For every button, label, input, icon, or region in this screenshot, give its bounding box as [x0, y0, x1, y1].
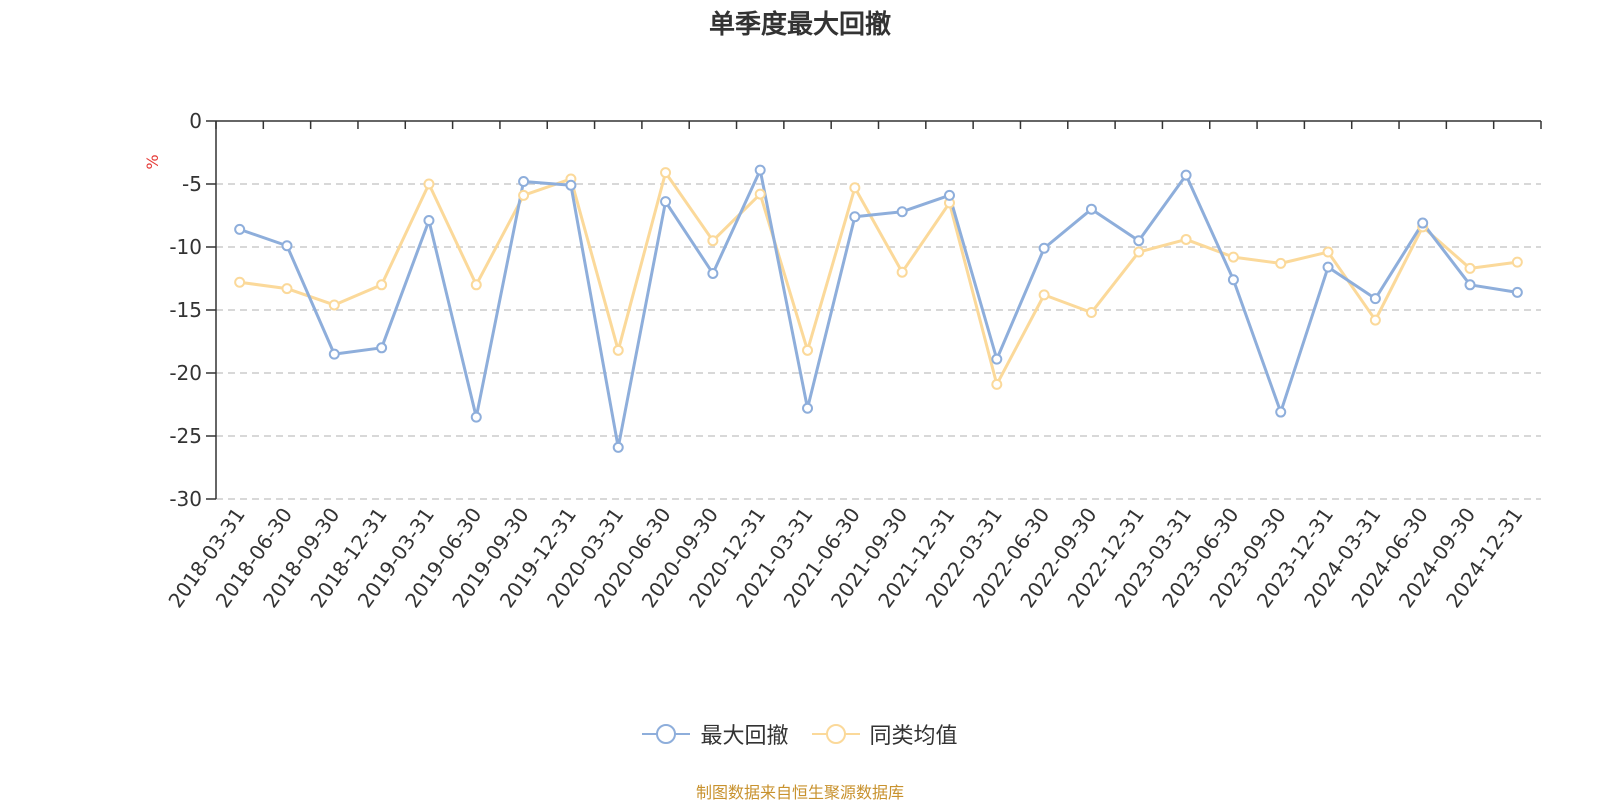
series-0-point-25	[1417, 217, 1429, 229]
series-1-point-6	[518, 189, 530, 201]
legend-marker-max-drawdown-icon	[642, 724, 691, 744]
series-1-point-24	[1369, 314, 1381, 326]
y-tick-label-3: -15	[169, 298, 202, 322]
series-0-point-0	[234, 223, 246, 235]
series-1-point-20	[1180, 233, 1192, 245]
series-1-point-2	[328, 299, 340, 311]
series-1-point-4	[423, 178, 435, 190]
legend-marker-category-average-icon	[811, 724, 860, 744]
series-0-point-13	[849, 211, 861, 223]
series-0-point-7	[565, 179, 577, 191]
data-source-note: 制图数据来自恒生聚源数据库	[695, 783, 904, 802]
series-1-point-26	[1464, 262, 1476, 274]
series-1-point-9	[660, 167, 672, 179]
series-0-point-26	[1464, 279, 1476, 291]
series-1-point-22	[1275, 257, 1287, 269]
y-tick-label-6: -30	[169, 487, 202, 511]
series-0-point-11	[754, 164, 766, 176]
series-1-point-17	[1038, 289, 1050, 301]
series-0-point-8	[612, 441, 624, 453]
y-tick-label-0: 0	[189, 109, 202, 133]
series-0-point-20	[1180, 169, 1192, 181]
series-1-point-27	[1511, 256, 1523, 268]
legend-item-category-average[interactable]: 同类均值	[811, 718, 958, 750]
series-0-point-19	[1133, 235, 1145, 247]
series-1-point-5	[470, 279, 482, 291]
series-1-point-21	[1227, 251, 1239, 263]
legend-item-max-drawdown[interactable]: 最大回撤	[642, 718, 789, 750]
series-1-point-18	[1085, 307, 1097, 319]
series-0-point-21	[1227, 274, 1239, 286]
series-0-point-12	[802, 402, 814, 414]
y-tick-label-5: -25	[169, 424, 202, 448]
series-1-point-11	[754, 188, 766, 200]
series-1-point-16	[991, 378, 1003, 390]
series-0-point-22	[1275, 406, 1287, 418]
series-0-point-4	[423, 215, 435, 227]
y-tick-label-4: -20	[169, 361, 202, 385]
series-0-point-14	[896, 206, 908, 218]
series-0-point-1	[281, 240, 293, 252]
series-0-point-27	[1511, 286, 1523, 298]
series-0-point-3	[376, 342, 388, 354]
series-1-point-3	[376, 279, 388, 291]
series-0-point-23	[1322, 261, 1334, 273]
series-1-point-1	[281, 283, 293, 295]
y-axis-label: %	[143, 154, 162, 169]
series-0-point-16	[991, 353, 1003, 365]
series-1-point-10	[707, 235, 719, 247]
series-0-point-5	[470, 411, 482, 423]
series-0-point-9	[660, 196, 672, 208]
series-1-point-19	[1133, 246, 1145, 258]
series-line-1	[239, 171, 1518, 386]
series-1-point-13	[849, 182, 861, 194]
series-1-point-23	[1322, 246, 1334, 258]
series-0-point-24	[1369, 293, 1381, 305]
series-line-0	[239, 168, 1518, 449]
y-tick-label-2: -10	[169, 235, 202, 259]
legend-label-max-drawdown: 最大回撤	[700, 724, 789, 749]
series-0-point-6	[518, 175, 530, 187]
series-1-point-12	[802, 344, 814, 356]
series-0-point-18	[1085, 203, 1097, 215]
chart-title: 单季度最大回撤	[708, 10, 891, 40]
series-1-point-14	[896, 266, 908, 278]
y-tick-label-1: -5	[182, 172, 202, 196]
series-0-point-2	[328, 348, 340, 360]
series-1-point-0	[234, 276, 246, 288]
series-0-point-15	[943, 189, 955, 201]
legend-label-category-average: 同类均值	[869, 724, 958, 749]
series-1-point-8	[612, 344, 624, 356]
series-0-point-10	[707, 267, 719, 279]
legend: 最大回撤 同类均值	[0, 718, 1600, 752]
series-0-point-17	[1038, 242, 1050, 254]
